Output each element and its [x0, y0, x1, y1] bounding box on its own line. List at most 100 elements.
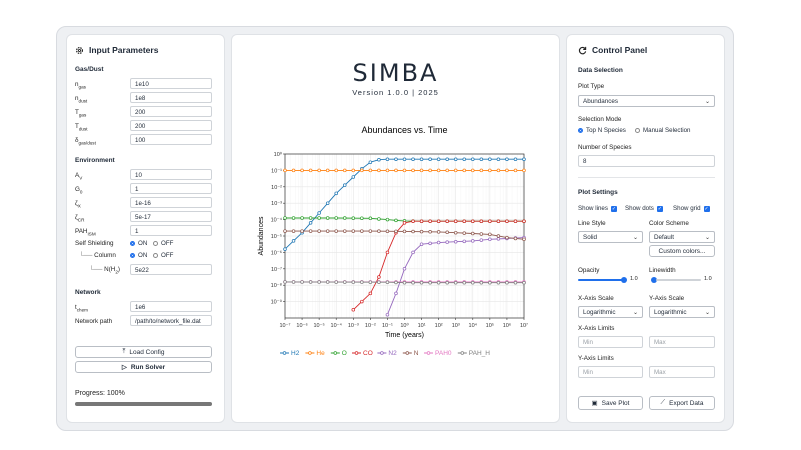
param-symbol: δ [75, 137, 79, 144]
network-path-input[interactable]: /path/to/network_file.dat [130, 315, 212, 326]
show-dots-checkbox[interactable]: Show dots ✓ [625, 205, 663, 212]
series-point-he [436, 168, 441, 173]
param-input[interactable]: 1 [130, 225, 212, 236]
series-point-n [505, 235, 509, 240]
series-point-co [479, 219, 484, 223]
show-lines-checkbox[interactable]: Show lines ✓ [578, 205, 617, 212]
top-n-species-radio[interactable]: Top N Species [578, 127, 626, 134]
y-tick-label: 10⁻⁸ [271, 282, 282, 289]
x-tick-label: 10³ [452, 323, 460, 329]
series-point-co [411, 219, 415, 223]
param-input[interactable]: 1e8 [130, 92, 212, 103]
radio-unchecked-icon [153, 241, 158, 246]
series-point-n [513, 236, 518, 241]
custom-colors-button[interactable]: Custom colors... [649, 245, 715, 257]
series-point-o [308, 216, 313, 220]
tchem-input[interactable]: 1e6 [130, 301, 212, 312]
series-point-he [471, 168, 475, 173]
param-input[interactable]: 10 [130, 169, 212, 180]
column-on-radio[interactable]: ON [130, 252, 147, 259]
series-point-h2 [291, 239, 296, 243]
control-panel-title: Control Panel [592, 45, 648, 55]
series-point-n [402, 229, 407, 234]
y-scale-value: Logarithmic [654, 308, 687, 316]
series-point-pah_h [317, 280, 321, 284]
series-point-he [351, 168, 356, 173]
plot-type-select[interactable]: Abundances ⌄ [578, 95, 715, 107]
chevron-down-icon: ⌄ [632, 309, 638, 316]
param-input[interactable]: 200 [130, 106, 212, 117]
param-symbol: T [75, 109, 79, 116]
series-point-h2 [522, 157, 526, 161]
series-point-h2 [436, 157, 441, 161]
series-point-he [505, 168, 509, 173]
series-point-pah_h [334, 280, 338, 284]
series-point-n2 [445, 240, 449, 244]
nh2-input[interactable]: 5e22 [130, 264, 212, 275]
series-point-h2 [385, 157, 390, 161]
series-point-pah_h [445, 280, 449, 285]
series-point-n2 [479, 238, 484, 242]
series-point-he [462, 168, 467, 173]
y-max-input[interactable]: Max [649, 366, 715, 378]
show-grid-checkbox[interactable]: Show grid ✓ [673, 205, 710, 212]
series-point-he [317, 168, 321, 173]
opacity-slider-track[interactable] [578, 279, 626, 281]
series-point-he [334, 168, 338, 173]
series-point-co [445, 219, 449, 223]
series-point-co [368, 291, 373, 296]
save-plot-button[interactable]: ▣ Save Plot [578, 396, 643, 410]
color-scheme-select[interactable]: Default ⌄ [649, 231, 715, 243]
param-input[interactable]: 5e-17 [130, 211, 212, 222]
x-tick-label: 10⁻² [365, 323, 376, 329]
self-shielding-on-radio[interactable]: ON [130, 240, 147, 247]
param-input[interactable]: 1e-16 [130, 197, 212, 208]
line-style-select[interactable]: Solid ⌄ [578, 231, 643, 243]
nh2-label-text: N(H [104, 266, 116, 273]
manual-selection-radio[interactable]: Manual Selection [635, 127, 690, 134]
series-point-o [360, 216, 364, 220]
panel-title: Input Parameters [75, 45, 158, 55]
param-subscript: X [77, 203, 81, 209]
series-point-n2 [471, 239, 475, 243]
self-shielding-off-radio[interactable]: OFF [153, 240, 173, 247]
series-point-n [479, 232, 484, 236]
y-scale-select[interactable]: Logarithmic ⌄ [649, 306, 715, 318]
series-point-pah_h [496, 280, 501, 285]
export-data-button[interactable]: ⟋ Export Data [649, 396, 715, 410]
chevron-down-icon: ⌄ [704, 234, 710, 241]
param-label: δgas/dust [75, 137, 96, 145]
y-scale-label: Y-Axis Scale [649, 295, 685, 302]
series-point-o [334, 216, 338, 220]
x-scale-select[interactable]: Logarithmic ⌄ [578, 306, 643, 318]
num-species-input[interactable]: 8 [578, 155, 715, 167]
version-text: Version 1.0.0 | 2025 [352, 88, 439, 97]
column-off-radio[interactable]: OFF [153, 252, 173, 259]
param-input[interactable]: 1e10 [130, 78, 212, 89]
custom-colors-label: Custom colors... [658, 247, 706, 255]
y-min-input[interactable]: Min [578, 366, 643, 378]
series-point-he [522, 168, 526, 173]
param-symbol: PAH [75, 228, 88, 235]
series-point-pah_h [351, 280, 356, 284]
param-input[interactable]: 1 [130, 183, 212, 194]
radio-label: ON [138, 240, 148, 247]
load-config-button[interactable]: ⤒ Load Config [75, 346, 212, 358]
x-min-input[interactable]: Min [578, 336, 643, 348]
param-symbol: T [75, 123, 79, 130]
x-max-input[interactable]: Max [649, 336, 715, 348]
legend-label-h2: H2 [291, 350, 300, 357]
series-point-he [488, 168, 492, 173]
param-input[interactable]: 100 [130, 134, 212, 145]
y-tick-label: 10⁰ [274, 151, 283, 158]
param-input[interactable]: 200 [130, 120, 212, 131]
opacity-slider-handle[interactable] [621, 277, 627, 283]
linewidth-slider-track[interactable] [656, 279, 701, 281]
plot-type-value: Abundances [583, 97, 619, 105]
nh2-label: └── N(H2) [89, 266, 120, 274]
x-tick-label: 10⁶ [503, 322, 511, 329]
linewidth-slider-handle[interactable] [651, 277, 657, 283]
series-point-he [479, 168, 484, 173]
series-point-o [300, 216, 304, 220]
run-solver-button[interactable]: ▷ Run Solver [75, 361, 212, 373]
